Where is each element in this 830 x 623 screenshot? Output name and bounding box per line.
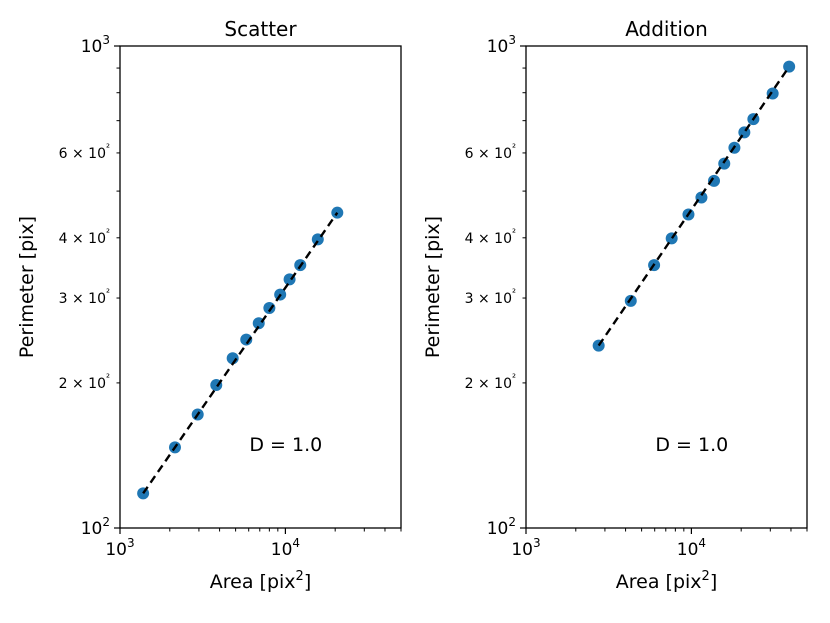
x-tick-label: 104 — [271, 536, 300, 560]
panel-title: Scatter — [224, 17, 297, 41]
plot-frame — [525, 45, 808, 529]
x-tick-label: 103 — [105, 536, 134, 560]
y-axis-label: Perimeter [pix] — [422, 216, 444, 358]
y-minor-tick-label: 3 × 10² — [465, 288, 516, 307]
y-tick-label: 103 — [81, 33, 110, 57]
y-tick-label: 102 — [81, 515, 110, 539]
x-tick-label: 103 — [511, 536, 540, 560]
fit-line — [142, 212, 339, 495]
annotation-text: D = 1.0 — [249, 434, 322, 456]
y-axis-label: Perimeter [pix] — [16, 216, 38, 358]
fit-line — [597, 65, 791, 347]
data-point — [783, 60, 796, 73]
y-minor-tick-label: 2 × 10² — [465, 373, 516, 392]
y-minor-tick-label: 4 × 10² — [59, 228, 110, 247]
y-tick-label: 103 — [487, 33, 516, 57]
x-tick-label: 104 — [677, 536, 706, 560]
data-point — [240, 333, 253, 346]
plot-frame — [119, 45, 402, 529]
data-point — [263, 302, 276, 315]
y-minor-tick-label: 2 × 10² — [59, 373, 110, 392]
data-point — [708, 174, 721, 187]
y-minor-tick-label: 3 × 10² — [59, 288, 110, 307]
x-axis-label: Area [pix2] — [210, 569, 311, 593]
data-point — [624, 294, 637, 307]
y-tick-label: 102 — [487, 515, 516, 539]
data-point — [331, 206, 344, 219]
y-minor-tick-label: 6 × 10² — [465, 143, 516, 162]
x-axis-label: Area [pix2] — [616, 569, 717, 593]
y-minor-tick-label: 6 × 10² — [59, 143, 110, 162]
annotation-text: D = 1.0 — [655, 434, 728, 456]
panel-title: Addition — [625, 17, 708, 41]
y-minor-tick-label: 4 × 10² — [465, 228, 516, 247]
